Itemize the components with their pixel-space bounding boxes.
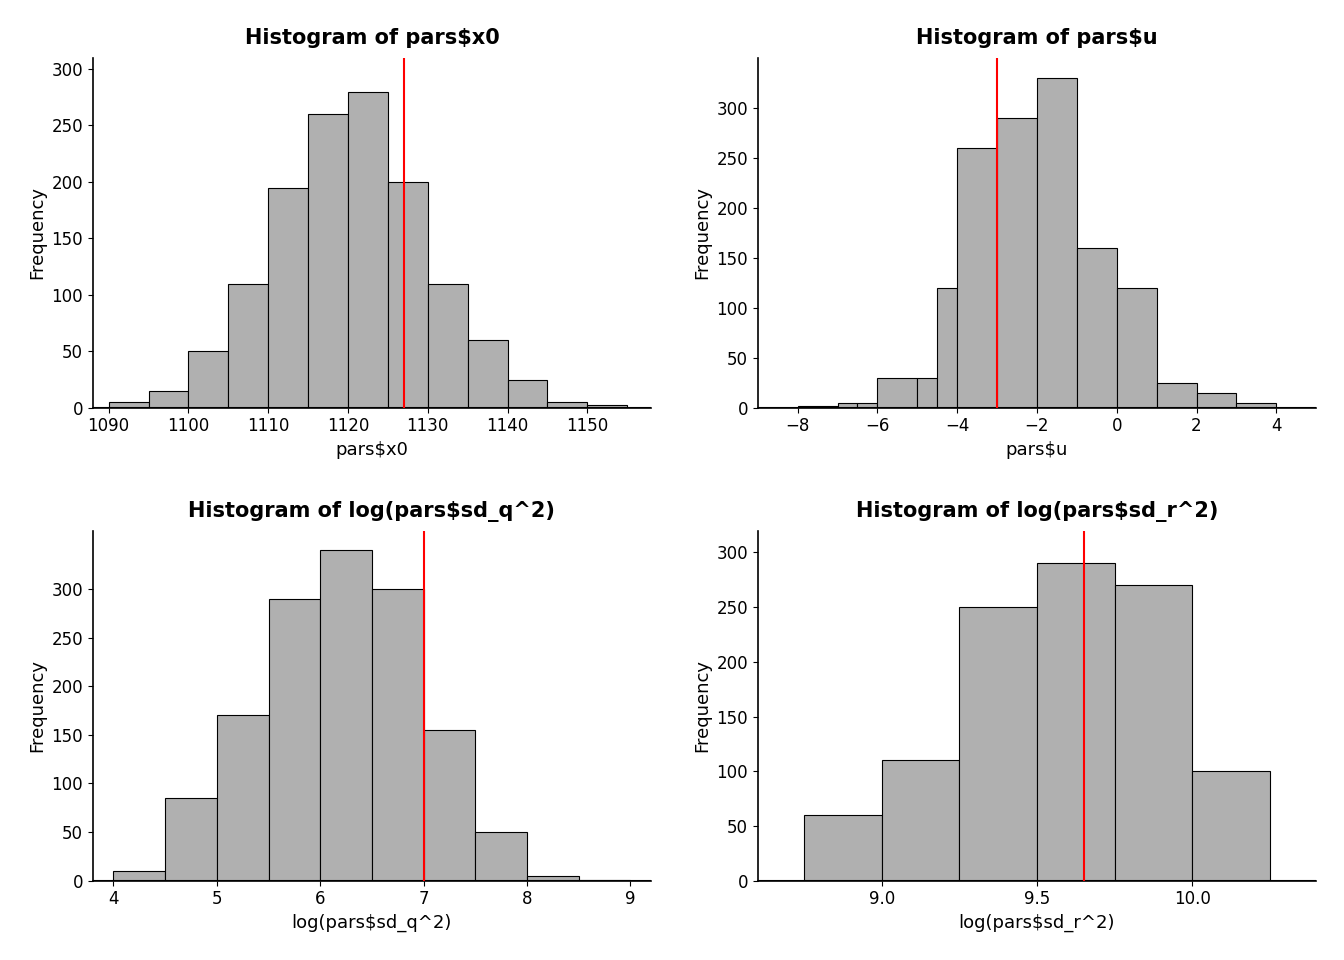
Bar <box>388 181 427 408</box>
Bar <box>348 91 388 408</box>
Y-axis label: Frequency: Frequency <box>694 186 711 279</box>
Bar <box>1157 383 1196 408</box>
Y-axis label: Frequency: Frequency <box>694 660 711 752</box>
Bar <box>1038 564 1114 880</box>
Bar <box>960 607 1038 880</box>
Bar <box>188 351 228 408</box>
Bar <box>228 283 269 408</box>
X-axis label: pars$x0: pars$x0 <box>336 441 409 459</box>
Title: Histogram of log(pars$sd_q^2): Histogram of log(pars$sd_q^2) <box>188 501 555 521</box>
Bar <box>269 187 308 408</box>
Bar <box>113 871 165 880</box>
Bar <box>476 832 527 880</box>
Bar <box>320 550 372 880</box>
Bar <box>165 798 216 880</box>
X-axis label: log(pars$sd_q^2): log(pars$sd_q^2) <box>292 914 452 932</box>
Bar <box>579 879 630 880</box>
Bar <box>837 403 857 408</box>
Bar <box>372 588 423 880</box>
Y-axis label: Frequency: Frequency <box>28 186 46 279</box>
Bar <box>149 391 188 408</box>
Bar <box>1077 248 1117 408</box>
Bar <box>1236 403 1277 408</box>
Bar <box>878 377 918 408</box>
Bar <box>427 283 468 408</box>
Bar <box>216 715 269 880</box>
Bar <box>804 815 882 880</box>
Bar <box>468 340 508 408</box>
Title: Histogram of log(pars$sd_r^2): Histogram of log(pars$sd_r^2) <box>856 501 1218 521</box>
Bar <box>857 403 878 408</box>
Bar <box>797 406 837 408</box>
Bar <box>527 876 579 880</box>
X-axis label: log(pars$sd_r^2): log(pars$sd_r^2) <box>958 914 1116 932</box>
Bar <box>423 730 476 880</box>
Bar <box>1114 586 1192 880</box>
Bar <box>1192 771 1270 880</box>
Bar <box>308 114 348 408</box>
Bar <box>882 760 960 880</box>
Title: Histogram of pars$u: Histogram of pars$u <box>917 28 1157 48</box>
X-axis label: pars$u: pars$u <box>1005 441 1068 459</box>
Bar <box>1117 288 1157 408</box>
Bar <box>109 402 149 408</box>
Bar <box>937 288 957 408</box>
Bar <box>1038 78 1077 408</box>
Title: Histogram of pars$x0: Histogram of pars$x0 <box>245 28 500 48</box>
Bar <box>957 148 997 408</box>
Bar <box>918 377 937 408</box>
Bar <box>269 599 320 880</box>
Bar <box>587 405 628 408</box>
Bar <box>508 379 547 408</box>
Bar <box>1196 393 1236 408</box>
Y-axis label: Frequency: Frequency <box>28 660 46 752</box>
Bar <box>997 118 1038 408</box>
Bar <box>547 402 587 408</box>
